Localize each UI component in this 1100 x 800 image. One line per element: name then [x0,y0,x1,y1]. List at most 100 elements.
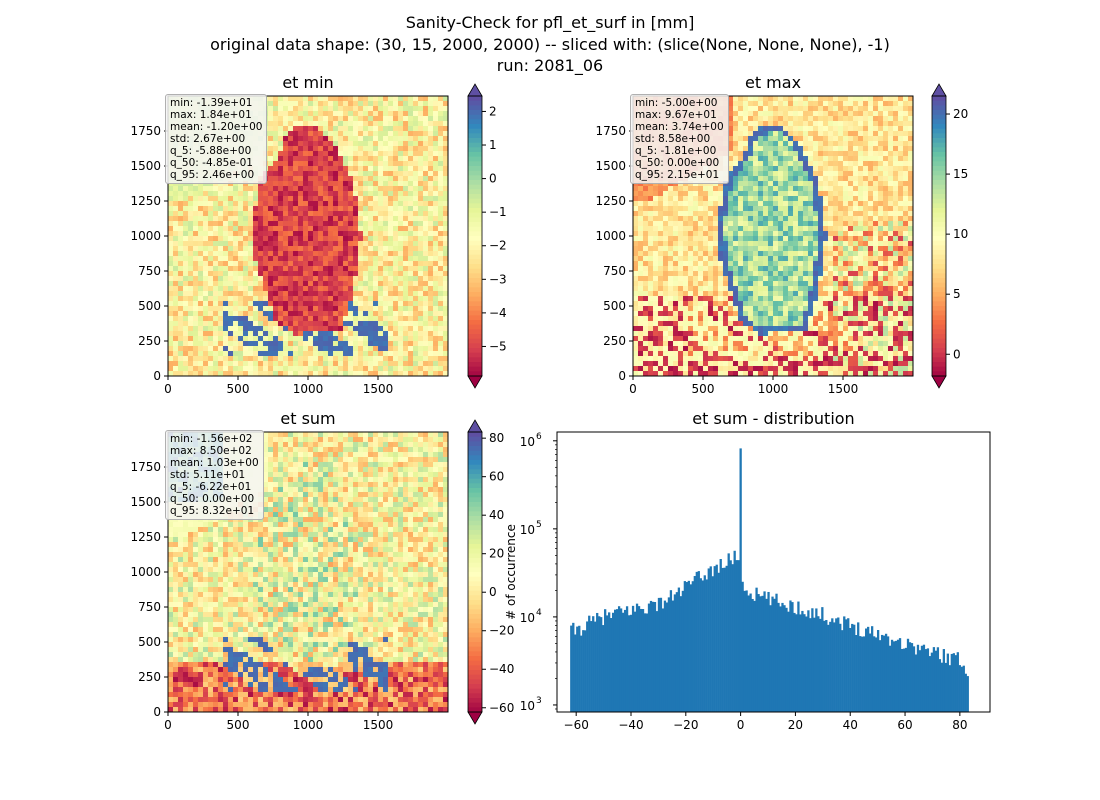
heatmap-cell [243,226,249,232]
heatmap-cell [738,206,744,212]
heatmap-cell [298,131,304,137]
heatmap-cell [678,316,684,322]
colorbar-segment [468,156,482,162]
heatmap-cell [698,221,704,227]
heatmap-cell [178,371,184,377]
heatmap-cell [228,191,234,197]
heatmap-cell [753,326,759,332]
heatmap-cell [188,196,194,202]
heatmap-cell [198,271,204,277]
heatmap-cell [173,226,179,232]
heatmap-cell [253,281,259,287]
heatmap-cell [758,346,764,352]
heatmap-cell [243,191,249,197]
heatmap-cell [768,321,774,327]
heatmap-cell [378,236,384,242]
heatmap-cell [263,261,269,267]
heatmap-cell [198,196,204,202]
heatmap-cell [733,361,739,367]
heatmap-cell [283,176,289,182]
heatmap-cell [768,166,774,172]
heatmap-cell [263,216,269,222]
heatmap-cell [233,351,239,357]
heatmap-cell [273,251,279,257]
heatmap-cell [193,226,199,232]
heatmap-cell [393,226,399,232]
heatmap-cell [408,186,414,192]
colorbar-segment [468,194,482,200]
heatmap-cell [718,296,724,302]
heatmap-cell [343,286,349,292]
heatmap-cell [708,186,714,192]
heatmap-cell [423,341,429,347]
heatmap-cell [278,361,284,367]
heatmap-cell [188,236,194,242]
heatmap-cell [248,311,254,317]
heatmap-cell [168,301,174,307]
heatmap-cell [363,291,369,297]
heatmap-cell [703,356,709,362]
heatmap-cell [653,241,659,247]
heatmap-cell [263,246,269,252]
heatmap-cell [768,336,774,342]
heatmap-cell [198,206,204,212]
heatmap-cell [253,276,259,282]
heatmap-cell [398,126,404,132]
heatmap-cell [748,231,754,237]
heatmap-cell [648,256,654,262]
heatmap-cell [423,121,429,127]
heatmap-cell [318,146,324,152]
heatmap-cell [208,331,214,337]
heatmap-cell [323,346,329,352]
heatmap-cell [233,206,239,212]
heatmap-cell [363,326,369,332]
heatmap-cell [343,301,349,307]
heatmap-cell [348,221,354,227]
heatmap-cell [438,211,444,217]
heatmap-cell [693,226,699,232]
heatmap-cell [698,256,704,262]
heatmap-cell [288,256,294,262]
heatmap-cell [438,271,444,277]
heatmap-cell [363,176,369,182]
heatmap-cell [423,296,429,302]
heatmap-cell [398,276,404,282]
heatmap-cell [303,121,309,127]
heatmap-cell [418,126,424,132]
heatmap-cell [198,296,204,302]
heatmap-cell [758,261,764,267]
heatmap-cell [388,336,394,342]
heatmap-cell [743,371,749,377]
heatmap-cell [403,236,409,242]
heatmap-cell [358,271,364,277]
heatmap-cell [303,341,309,347]
heatmap-cell [643,226,649,232]
colorbar-segment [468,184,482,190]
heatmap-cell [343,271,349,277]
heatmap-cell [293,176,299,182]
heatmap-cell [343,211,349,217]
heatmap-cell [733,121,739,127]
heatmap-cell [433,141,439,147]
heatmap-cell [338,341,344,347]
heatmap-cell [318,281,324,287]
heatmap-cell [238,356,244,362]
heatmap-cell [773,311,779,317]
heatmap-cell [343,236,349,242]
heatmap-cell [228,366,234,372]
heatmap-cell [648,341,654,347]
heatmap-cell [378,326,384,332]
heatmap-cell [393,306,399,312]
heatmap-cell [168,356,174,362]
heatmap-cell [683,296,689,302]
heatmap-cell [403,121,409,127]
heatmap-cell [308,176,314,182]
heatmap-cell [738,296,744,302]
heatmap-cell [748,211,754,217]
colorbar-segment [468,152,482,158]
heatmap-cell [768,291,774,297]
heatmap-cell [663,341,669,347]
heatmap-cell [773,216,779,222]
colorbar-segment [468,180,482,186]
heatmap-cell [368,366,374,372]
